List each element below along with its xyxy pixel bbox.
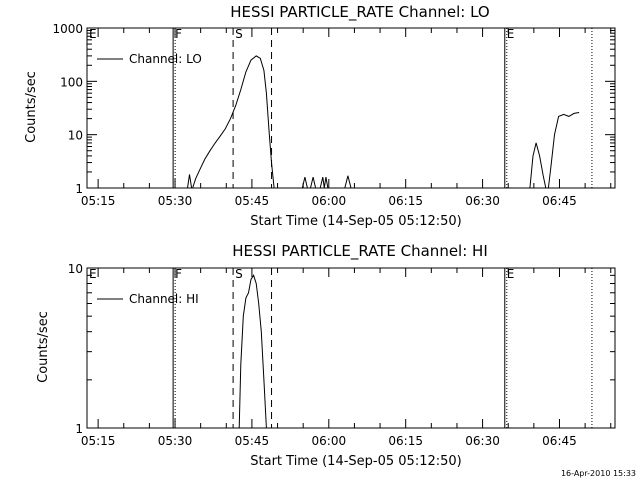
series-line-lo <box>192 55 275 189</box>
x-tick-label-lo: 06:00 <box>312 194 347 208</box>
x-tick-label-hi: 05:30 <box>158 434 193 448</box>
event-marker-label-lo: F <box>175 27 182 41</box>
event-marker-label-hi: F <box>175 267 182 281</box>
x-tick-label-lo: 05:15 <box>81 194 116 208</box>
event-marker-label-hi: E <box>89 267 97 281</box>
series-line-lo <box>529 142 547 189</box>
x-tick-label-lo: 05:30 <box>158 194 193 208</box>
series-line-lo <box>310 176 317 189</box>
x-tick-label-hi: 05:15 <box>81 434 116 448</box>
x-axis-label-hi: Start Time (14-Sep-05 05:12:50) <box>250 454 461 469</box>
y-tick-label-lo: 1 <box>75 182 83 196</box>
x-axis-label-lo: Start Time (14-Sep-05 05:12:50) <box>250 214 461 229</box>
series-line-lo <box>301 176 308 189</box>
x-tick-label-lo: 06:45 <box>542 194 577 208</box>
plot-frame-hi <box>86 267 616 429</box>
x-tick-label-lo: 06:30 <box>465 194 500 208</box>
chart-title-lo: HESSI PARTICLE_RATE Channel: LO <box>230 3 489 22</box>
series-line-lo <box>187 174 193 189</box>
legend-label-lo: Channel: LO <box>129 52 202 66</box>
legend-label-hi: Channel: HI <box>129 292 199 306</box>
x-tick-label-lo: 06:15 <box>388 194 423 208</box>
y-axis-label-hi: Counts/sec <box>36 311 51 383</box>
series-line-hi <box>238 274 267 429</box>
event-marker-label-lo: E <box>89 27 97 41</box>
y-tick-label-lo: 1000 <box>52 22 83 36</box>
x-tick-label-hi: 05:45 <box>235 434 270 448</box>
series-line-lo <box>547 112 580 189</box>
x-tick-label-hi: 06:30 <box>465 434 500 448</box>
event-marker-label-lo: S <box>235 27 243 41</box>
chart-title-hi: HESSI PARTICLE_RATE Channel: HI <box>232 242 488 261</box>
y-tick-label-hi: 10 <box>68 262 83 276</box>
series-line-lo <box>344 175 352 189</box>
x-tick-label-hi: 06:45 <box>542 434 577 448</box>
event-marker-label-hi: S <box>235 267 243 281</box>
x-tick-label-hi: 06:15 <box>388 434 423 448</box>
series-line-lo <box>319 176 329 189</box>
event-marker-label-hi: E <box>507 267 515 281</box>
y-tick-label-hi: 1 <box>75 422 83 436</box>
y-tick-label-lo: 100 <box>60 75 83 89</box>
x-tick-label-lo: 05:45 <box>235 194 270 208</box>
event-marker-label-lo: E <box>507 27 515 41</box>
y-tick-label-lo: 10 <box>68 129 83 143</box>
x-tick-label-hi: 06:00 <box>312 434 347 448</box>
y-axis-label-lo: Counts/sec <box>24 71 39 143</box>
footer-timestamp: 16-Apr-2010 15:33 <box>561 469 636 478</box>
